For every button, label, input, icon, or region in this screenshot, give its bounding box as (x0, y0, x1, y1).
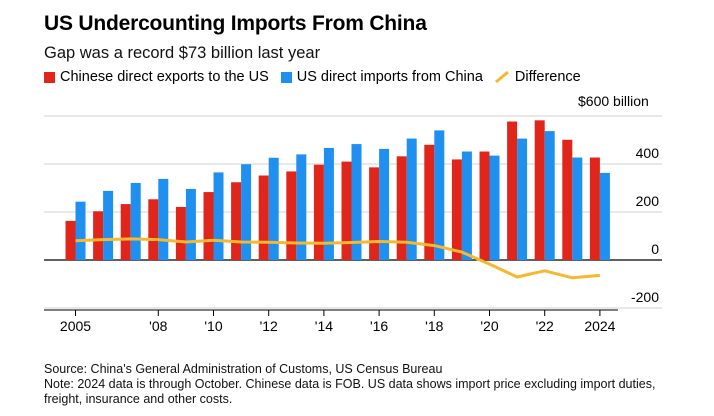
bar-imports-2007 (130, 182, 141, 260)
bar-imports-2024 (599, 172, 610, 260)
bar-imports-2016 (379, 148, 390, 260)
bar-exports-2011 (231, 182, 242, 260)
bar-exports-2021 (507, 121, 518, 261)
legend-swatch-exports (44, 71, 55, 83)
legend-label-difference: Difference (514, 69, 581, 85)
legend-swatch-difference (494, 70, 509, 84)
bar-imports-2022 (544, 131, 555, 260)
bar-imports-2011 (241, 164, 252, 260)
x-tick-label: '22 (536, 318, 554, 334)
bars (65, 120, 610, 261)
bar-exports-2018 (424, 144, 435, 260)
bar-exports-2007 (120, 204, 131, 260)
x-tick-label: '14 (315, 318, 333, 334)
y-tick-label: 0 (651, 241, 659, 257)
bar-exports-2017 (396, 156, 407, 260)
bar-imports-2018 (434, 130, 445, 260)
source-note: Source: China's General Administration o… (44, 362, 443, 376)
bar-exports-2020 (479, 151, 490, 260)
x-tick-label: '10 (204, 318, 222, 334)
chart-subtitle: Gap was a record $73 billion last year (44, 44, 321, 62)
bar-imports-2020 (489, 155, 500, 260)
bar-exports-2013 (286, 171, 297, 260)
bar-imports-2013 (296, 154, 307, 260)
bar-imports-2017 (406, 138, 417, 260)
bar-exports-2024 (589, 157, 600, 260)
legend-label-imports: US direct imports from China (296, 69, 483, 85)
bar-exports-2009 (175, 206, 186, 260)
bar-exports-2022 (534, 120, 545, 260)
legend-item-difference: Difference (494, 69, 581, 85)
bar-exports-2015 (341, 161, 352, 260)
bar-exports-2014 (313, 164, 324, 260)
legend: Chinese direct exports to the US US dire… (44, 69, 593, 85)
legend-label-exports: Chinese direct exports to the US (60, 69, 269, 85)
x-tick-label: '12 (260, 318, 278, 334)
chart-title: US Undercounting Imports From China (44, 12, 427, 35)
x-tick-label: 2005 (60, 318, 91, 334)
y-axis-unit-label: $600 billion (578, 93, 649, 109)
bar-imports-2023 (572, 157, 583, 260)
legend-item-imports: US direct imports from China (280, 69, 483, 85)
x-tick-label: '20 (480, 318, 498, 334)
bar-imports-2015 (351, 144, 362, 260)
bar-imports-2012 (268, 157, 279, 260)
bar-imports-2010 (213, 172, 224, 260)
axes: 400 200 0 -200 2005 '08 '10 '12 '14 '16 '18 '20 '22 2… (44, 145, 659, 334)
bar-exports-2016 (369, 167, 380, 260)
difference-line-layer (75, 237, 601, 280)
x-tick-label: '08 (149, 318, 167, 334)
data-note: Note: 2024 data is through October. Chin… (44, 377, 656, 406)
bar-exports-2010 (203, 192, 214, 260)
bar-imports-2006 (103, 190, 114, 260)
bar-imports-2021 (517, 138, 528, 260)
bar-exports-2008 (148, 199, 159, 260)
x-tick-label: '18 (425, 318, 443, 334)
footer: Source: China's General Administration o… (44, 362, 684, 407)
legend-swatch-imports (280, 71, 292, 83)
bar-imports-2014 (323, 147, 334, 260)
bar-imports-2005 (75, 201, 86, 260)
y-tick-label: 400 (636, 145, 660, 161)
bar-exports-2006 (93, 211, 104, 260)
legend-item-exports: Chinese direct exports to the US (44, 69, 269, 85)
x-tick-label: 2024 (584, 318, 615, 334)
y-tick-label: -200 (631, 289, 659, 305)
y-tick-label: 200 (636, 193, 660, 209)
bar-exports-2023 (562, 139, 573, 260)
bar-exports-2005 (65, 220, 76, 260)
bar-exports-2012 (258, 175, 269, 260)
bar-imports-2009 (185, 188, 196, 260)
bar-imports-2008 (158, 178, 169, 260)
difference-line (75, 237, 601, 280)
bar-exports-2019 (451, 159, 462, 260)
x-tick-label: '16 (370, 318, 388, 334)
bar-imports-2019 (461, 151, 472, 260)
